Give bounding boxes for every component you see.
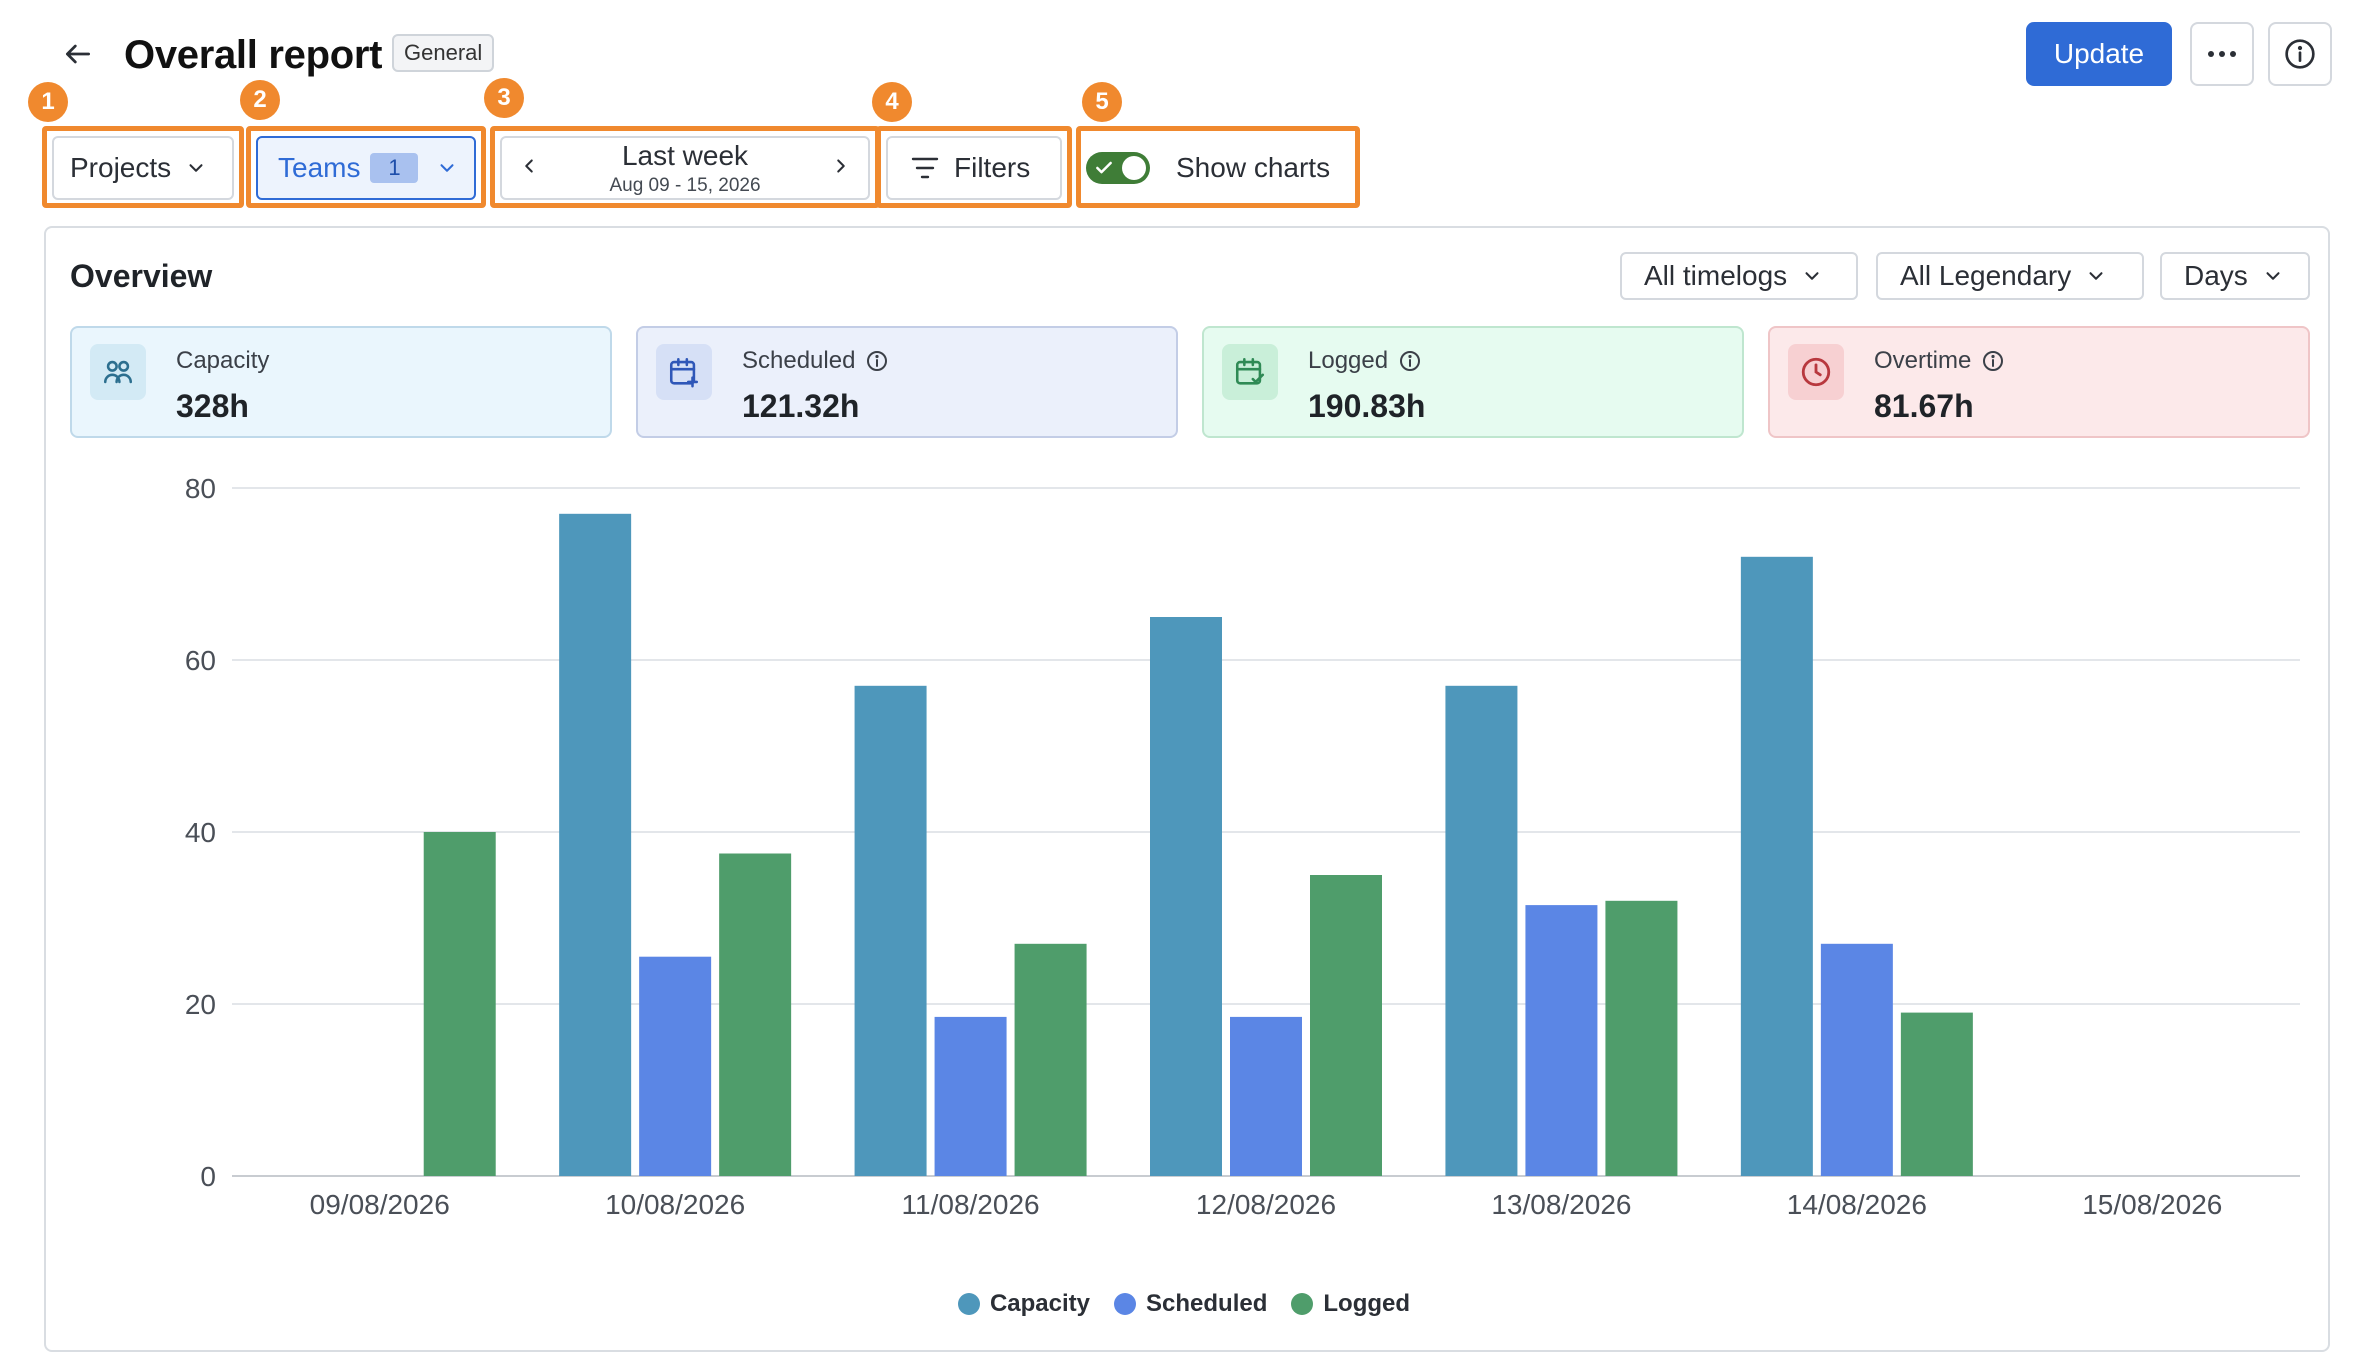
legend-dot	[1291, 1293, 1314, 1315]
teams-dropdown[interactable]: Teams 1	[256, 136, 476, 200]
info-button[interactable]	[2268, 22, 2332, 86]
chart-legend: Capacity Scheduled Logged	[0, 1290, 2368, 1318]
arrow-left-icon	[66, 44, 90, 64]
annotation-box-filters	[876, 126, 1072, 208]
info-icon[interactable]	[1981, 349, 2005, 373]
date-range-sub: Aug 09 - 15, 2026	[609, 174, 761, 196]
capacity-label: Capacity	[176, 347, 270, 374]
annotation-marker: 4	[872, 82, 912, 122]
info-icon[interactable]	[1398, 349, 1422, 373]
info-icon	[2285, 39, 2315, 69]
logged-label: Logged	[1308, 347, 1389, 374]
people-icon	[90, 344, 146, 400]
more-horizontal-icon	[2208, 51, 2236, 57]
legend-label: Capacity	[989, 1290, 1091, 1317]
legend-item-capacity[interactable]: Capacity	[957, 1290, 1091, 1318]
overtime-value: 81.67h	[1874, 388, 1974, 424]
scheduled-label: Scheduled	[742, 347, 856, 374]
legend-item-logged[interactable]: Logged	[1291, 1290, 1410, 1318]
date-range-label: Last week	[621, 139, 749, 171]
show-charts-toggle[interactable]: Show charts	[1086, 136, 1330, 200]
chevron-down-icon	[440, 164, 454, 172]
chevron-down-icon	[2089, 272, 2103, 280]
legend-dot	[1114, 1293, 1137, 1315]
annotation-marker: 1	[28, 82, 68, 122]
legend-dot	[957, 1293, 980, 1315]
projects-dropdown[interactable]: Projects	[52, 136, 234, 200]
chevron-right-icon	[837, 159, 845, 173]
timelogs-dropdown[interactable]: All timelogs	[1620, 252, 1858, 300]
more-options-button[interactable]	[2190, 22, 2254, 86]
calendar-check-icon	[1222, 344, 1278, 400]
timelogs-dropdown-label: All timelogs	[1644, 260, 1788, 291]
annotation-marker: 2	[240, 80, 280, 120]
overtime-label: Overtime	[1874, 347, 1972, 374]
scheduled-card: Scheduled 121.32h	[636, 326, 1178, 438]
next-week-button[interactable]	[830, 152, 852, 184]
granularity-dropdown[interactable]: Days	[2160, 252, 2310, 300]
filters-button[interactable]: Filters	[886, 136, 1062, 200]
calendar-plus-icon	[656, 344, 712, 400]
annotation-marker: 3	[484, 78, 524, 118]
clock-icon	[1788, 344, 1844, 400]
granularity-dropdown-label: Days	[2184, 260, 2248, 291]
toggle-switch[interactable]	[1086, 152, 1150, 184]
date-range-picker[interactable]: Last week Aug 09 - 15, 2026	[500, 136, 870, 200]
filters-label: Filters	[954, 152, 1031, 183]
legend-label: Scheduled	[1146, 1290, 1268, 1317]
chevron-down-icon	[2266, 272, 2280, 280]
capacity-card: Capacity 328h	[70, 326, 612, 438]
legendary-dropdown[interactable]: All Legendary	[1876, 252, 2144, 300]
legend-item-scheduled[interactable]: Scheduled	[1114, 1290, 1267, 1318]
annotation-box-teams	[246, 126, 486, 208]
teams-dropdown-label: Teams	[278, 152, 361, 183]
teams-count-badge: 1	[370, 153, 419, 183]
back-button[interactable]	[54, 30, 102, 78]
previous-week-button[interactable]	[518, 152, 540, 184]
overtime-card: Overtime 81.67h	[1768, 326, 2310, 438]
scheduled-value: 121.32h	[742, 388, 860, 424]
logged-card: Logged 190.83h	[1202, 326, 1744, 438]
report-type-badge: General	[392, 34, 495, 72]
logged-value: 190.83h	[1308, 388, 1426, 424]
projects-dropdown-label: Projects	[70, 152, 172, 183]
info-icon[interactable]	[865, 349, 889, 373]
toggle-knob	[1122, 156, 1146, 180]
update-button[interactable]: Update	[2026, 22, 2172, 86]
chevron-down-icon	[189, 164, 203, 172]
annotation-box-show-charts	[1076, 126, 1360, 208]
page-title: Overall report	[124, 33, 383, 77]
capacity-value: 328h	[176, 388, 249, 424]
overview-title: Overview	[70, 258, 213, 294]
chevron-down-icon	[1805, 272, 1819, 280]
annotation-box-projects	[42, 126, 244, 208]
chevron-left-icon	[525, 159, 533, 173]
annotation-marker: 5	[1082, 82, 1122, 122]
legend-label: Logged	[1323, 1290, 1411, 1317]
check-icon	[1096, 161, 1112, 174]
legendary-dropdown-label: All Legendary	[1900, 260, 2072, 291]
filter-icon	[911, 157, 939, 179]
show-charts-label: Show charts	[1176, 152, 1331, 183]
